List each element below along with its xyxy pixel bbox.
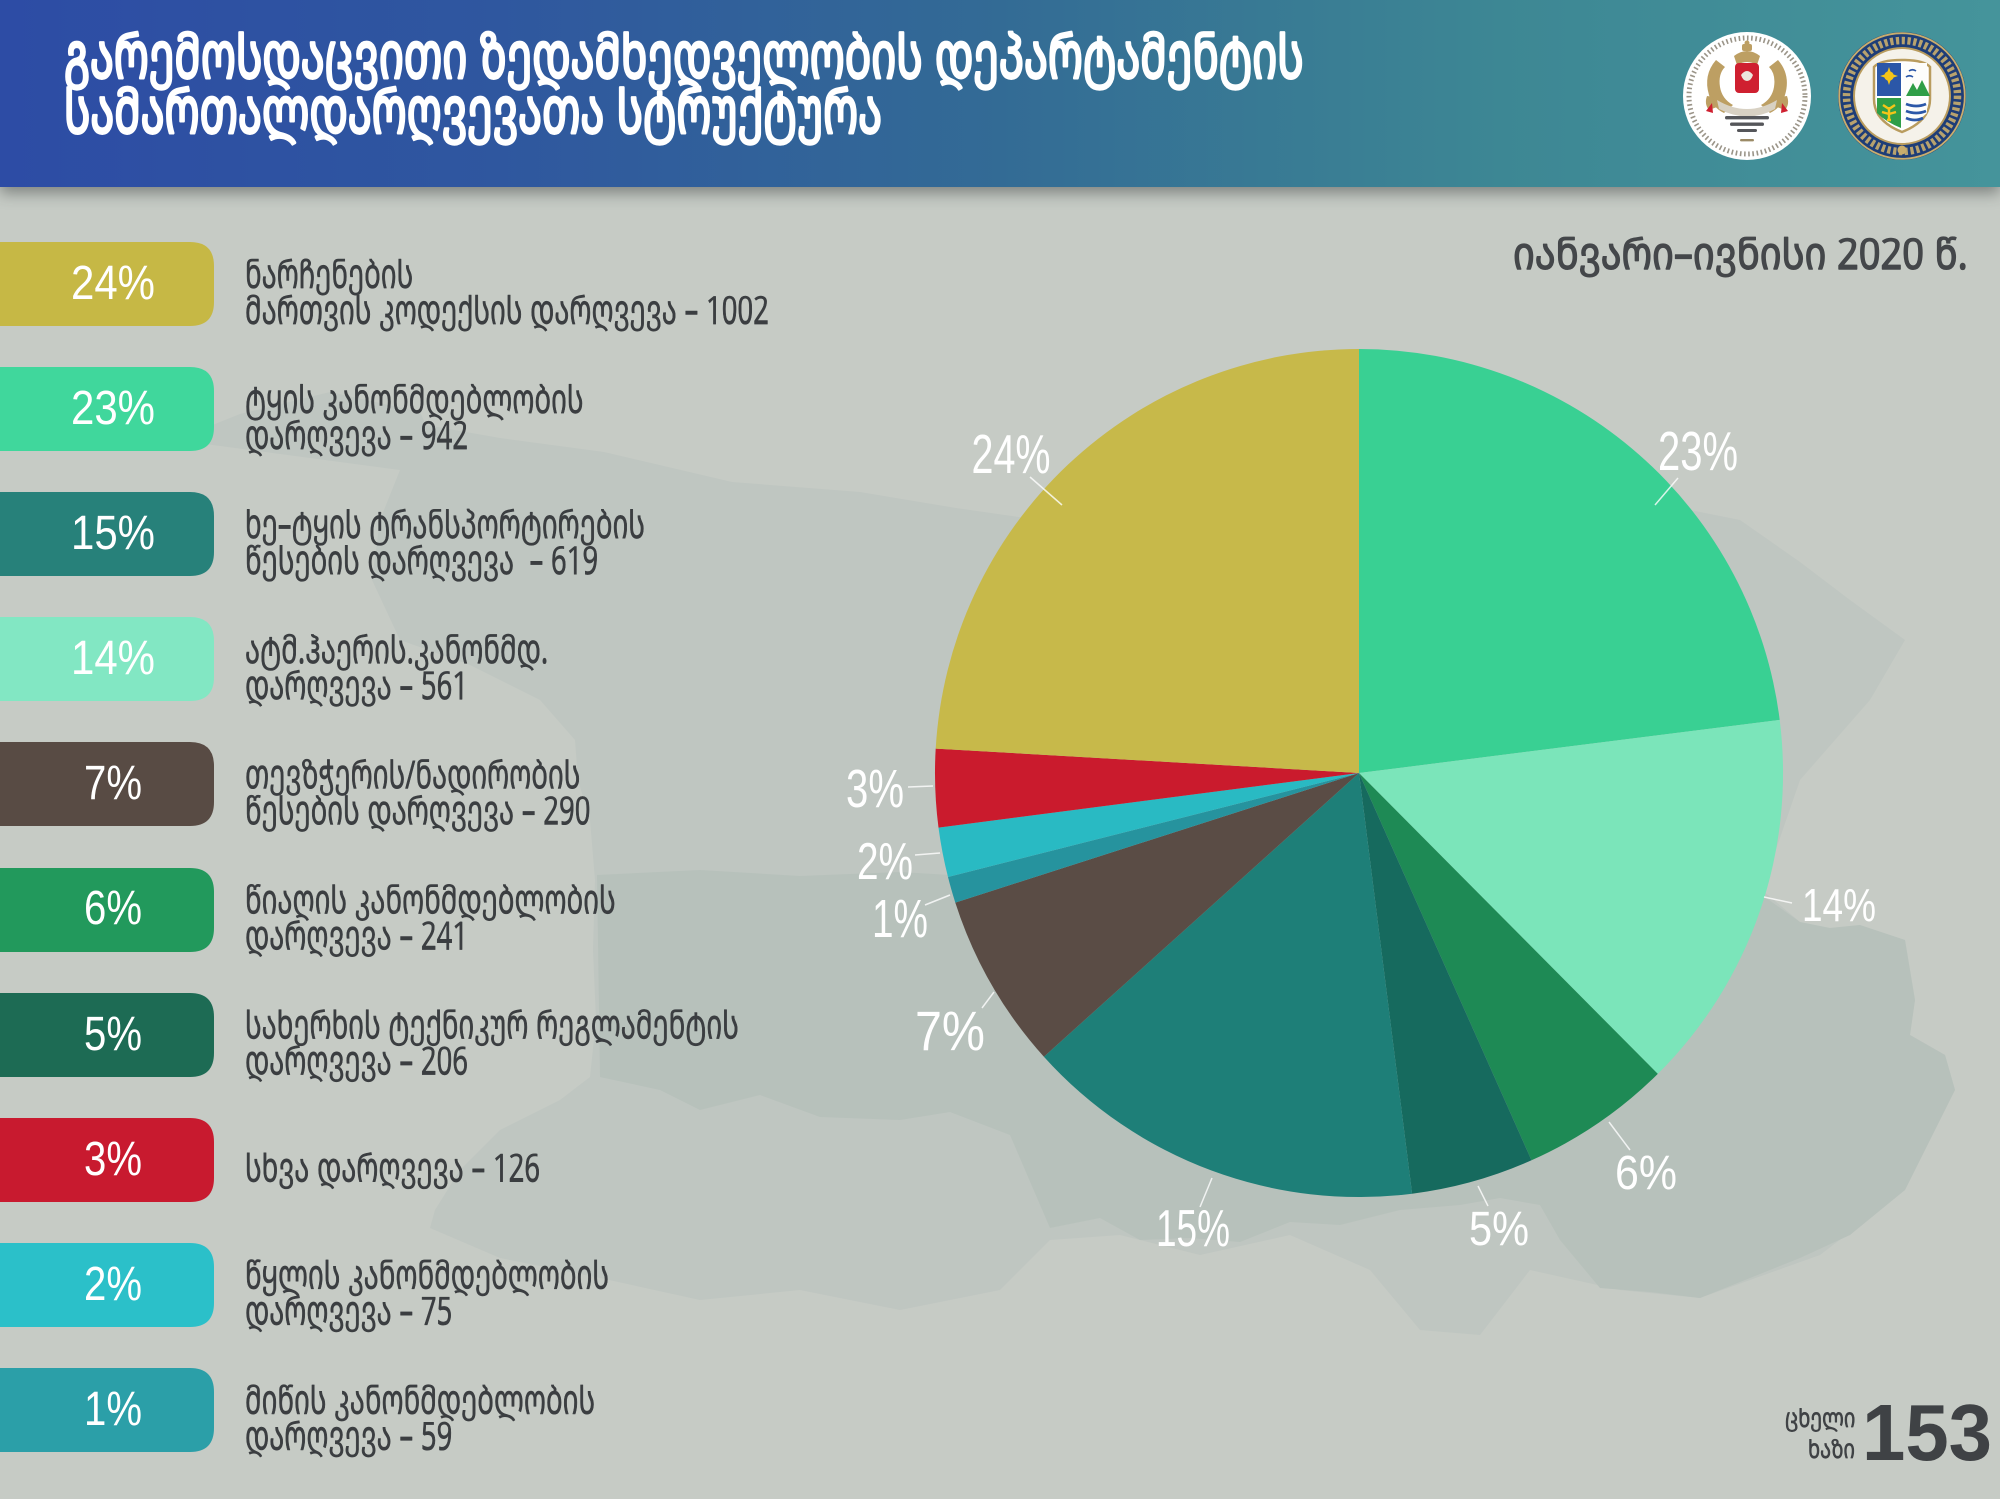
svg-text:3%: 3% xyxy=(846,759,904,819)
svg-text:24%: 24% xyxy=(71,257,155,310)
svg-text:7%: 7% xyxy=(915,999,985,1062)
svg-text:5%: 5% xyxy=(1469,1203,1529,1256)
svg-text:153: 153 xyxy=(1862,1388,1992,1477)
svg-text:15%: 15% xyxy=(1156,1200,1230,1258)
svg-text:3%: 3% xyxy=(84,1133,142,1186)
svg-text:24%: 24% xyxy=(972,423,1051,485)
svg-text:14%: 14% xyxy=(71,632,155,685)
svg-text:15%: 15% xyxy=(71,507,155,560)
svg-text:14%: 14% xyxy=(1802,879,1876,931)
svg-text:1%: 1% xyxy=(872,889,928,949)
svg-text:23%: 23% xyxy=(71,382,155,435)
svg-text:23%: 23% xyxy=(1658,420,1738,482)
svg-text:6%: 6% xyxy=(1615,1147,1677,1200)
svg-text:2%: 2% xyxy=(857,833,913,891)
svg-text:6%: 6% xyxy=(84,882,142,935)
svg-text:7%: 7% xyxy=(84,757,142,810)
svg-text:5%: 5% xyxy=(84,1008,142,1061)
svg-text:2%: 2% xyxy=(84,1258,142,1311)
svg-text:1%: 1% xyxy=(84,1383,142,1436)
